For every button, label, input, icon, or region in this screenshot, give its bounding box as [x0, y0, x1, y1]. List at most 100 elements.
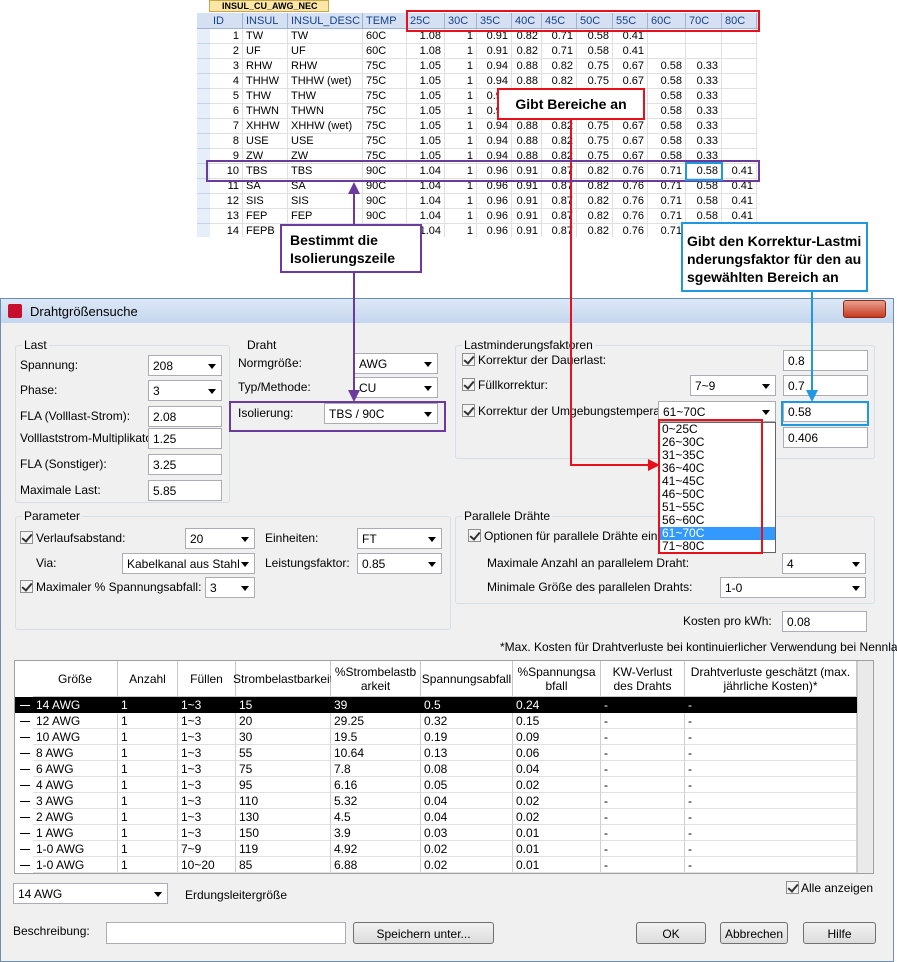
table-cell: 90C: [363, 179, 407, 194]
table-cell: 15: [236, 697, 331, 713]
table-cell: 11: [210, 179, 243, 194]
dropdown[interactable]: 0.85: [357, 553, 442, 574]
dropdown[interactable]: 61~70C: [658, 401, 776, 422]
button[interactable]: Speichern unter...: [353, 922, 494, 944]
table-cell: -: [685, 809, 857, 825]
scrollbar: [857, 661, 873, 873]
table-cell: 75: [236, 761, 331, 777]
table-cell: [722, 89, 757, 104]
checkbox[interactable]: [462, 353, 475, 366]
table-cell: 4.5: [331, 809, 421, 825]
column-header: Spannungsabfall: [421, 661, 513, 697]
table-cell: -: [685, 697, 857, 713]
table-cell: 1.05: [407, 74, 445, 89]
table-cell: 1: [445, 74, 477, 89]
text-input[interactable]: 3.25: [148, 454, 222, 475]
list-option[interactable]: 71~80C: [662, 539, 705, 553]
label: Optionen für parallele Drähte einschließ…: [484, 529, 709, 543]
text-input[interactable]: 0.406: [783, 427, 868, 448]
table-cell: 0.82: [577, 194, 613, 209]
dropdown[interactable]: 14 AWG: [13, 883, 168, 904]
table-cell: [722, 134, 757, 149]
row-selector: [197, 149, 210, 164]
table-cell: 39: [331, 697, 421, 713]
dropdown[interactable]: TBS / 90C: [324, 403, 438, 424]
table-cell: 1.04: [407, 224, 445, 237]
dropdown[interactable]: 4: [782, 553, 866, 574]
table-cell: 0.91: [512, 194, 542, 209]
text-input[interactable]: [106, 922, 346, 944]
label: Phase:: [20, 383, 58, 397]
button[interactable]: OK: [636, 922, 706, 944]
dropdown[interactable]: 3: [148, 380, 222, 401]
table-cell: 5: [210, 89, 243, 104]
table-cell: 1: [445, 224, 477, 237]
dropdown[interactable]: 1-0: [720, 577, 866, 598]
table-cell: 10~20: [178, 857, 236, 873]
table-cell: -: [601, 825, 685, 841]
table-cell: 30: [236, 729, 331, 745]
table-cell: 0.33: [686, 149, 722, 164]
row-marker: [20, 737, 30, 738]
button[interactable]: Abbrechen: [720, 922, 788, 944]
table-cell: THW: [243, 89, 288, 104]
table-cell: SA: [288, 179, 363, 194]
text-input[interactable]: 1.25: [148, 428, 222, 449]
dropdown[interactable]: AWG: [354, 353, 438, 374]
table-cell: 85: [236, 857, 331, 873]
close-button[interactable]: [843, 300, 886, 318]
row-marker: [20, 705, 30, 706]
text-input[interactable]: 0.7: [783, 375, 868, 396]
table-cell: 0.58: [648, 104, 686, 119]
table-cell: 2 AWG: [33, 809, 118, 825]
table-cell: 0.01: [513, 857, 601, 873]
dropdown[interactable]: Kabelkanal aus Stahl: [122, 553, 255, 574]
table-cell: 1: [445, 119, 477, 134]
table-cell: USE: [243, 134, 288, 149]
table-cell: 0.82: [542, 59, 577, 74]
column-header: 80C: [722, 13, 757, 29]
row-selector: [197, 89, 210, 104]
table-cell: 1~3: [178, 809, 236, 825]
table-cell: 0.71: [542, 29, 577, 44]
text-input[interactable]: 0.58: [783, 401, 868, 422]
table-cell: 0.58: [686, 179, 722, 194]
dropdown[interactable]: 208: [148, 355, 222, 376]
text-input[interactable]: 2.08: [148, 406, 222, 427]
table-cell: 0.91: [477, 44, 512, 59]
table-cell: 0.75: [577, 149, 613, 164]
table-cell: 0.58: [648, 134, 686, 149]
dropdown[interactable]: CU: [354, 377, 438, 398]
text-input[interactable]: 5.85: [148, 480, 222, 501]
table-cell: 0.91: [512, 164, 542, 179]
dropdown[interactable]: FT: [357, 528, 442, 549]
button[interactable]: Hilfe: [803, 922, 876, 944]
table-cell: 0.82: [577, 164, 613, 179]
checkbox[interactable]: [786, 881, 799, 894]
table-cell: [722, 44, 757, 59]
table-cell: 0.88: [512, 119, 542, 134]
table-cell: 0.58: [648, 59, 686, 74]
table-cell: 0.94: [477, 134, 512, 149]
text-input[interactable]: 0.8: [783, 350, 868, 371]
checkbox[interactable]: [20, 531, 33, 544]
text-input[interactable]: 0.08: [782, 611, 867, 632]
checkbox[interactable]: [20, 580, 33, 593]
checkbox[interactable]: [468, 529, 481, 542]
table-cell: 1~3: [178, 777, 236, 793]
dropdown[interactable]: 7~9: [690, 375, 776, 396]
table-cell: 0.82: [542, 134, 577, 149]
table-cell: XHHW: [243, 119, 288, 134]
table-cell: 0.71: [648, 179, 686, 194]
table-cell: 0.33: [686, 119, 722, 134]
dropdown[interactable]: 3: [205, 577, 255, 598]
table-cell: -: [685, 761, 857, 777]
checkbox[interactable]: [462, 404, 475, 417]
table-cell: 0.82: [542, 74, 577, 89]
table-cell: -: [685, 825, 857, 841]
table-cell: ZW: [243, 149, 288, 164]
dropdown[interactable]: 20: [185, 528, 255, 549]
label: Minimale Größe des parallelen Drahts:: [487, 580, 693, 594]
note: *Max. Kosten für Drahtverluste bei konti…: [500, 640, 897, 654]
checkbox[interactable]: [462, 378, 475, 391]
